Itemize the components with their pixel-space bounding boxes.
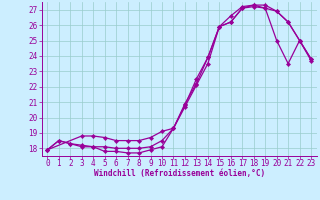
X-axis label: Windchill (Refroidissement éolien,°C): Windchill (Refroidissement éolien,°C) — [94, 169, 265, 178]
